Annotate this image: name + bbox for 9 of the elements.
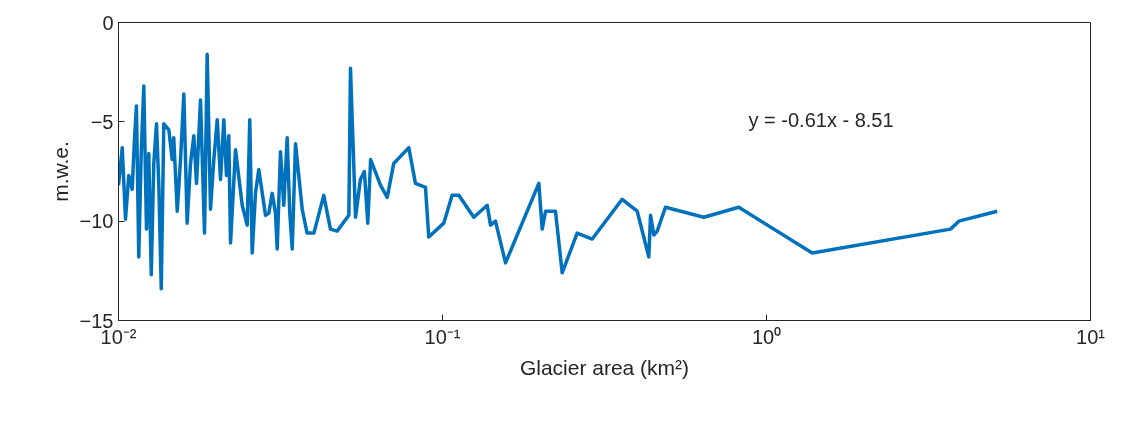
x-tick-label: 10¹: [1076, 325, 1106, 348]
x-tick-label: 10⁻¹: [424, 325, 461, 348]
y-axis-title: m.w.e.: [48, 141, 72, 202]
x-tick-label: 10⁰: [751, 325, 782, 348]
y-tick-label: −5: [90, 110, 114, 133]
annotation: y = -0.61x - 8.51: [748, 108, 894, 131]
y-tick-label: −10: [79, 210, 114, 233]
x-axis-title: Glacier area (km²): [519, 355, 690, 379]
y-tick-label: 0: [102, 11, 114, 34]
